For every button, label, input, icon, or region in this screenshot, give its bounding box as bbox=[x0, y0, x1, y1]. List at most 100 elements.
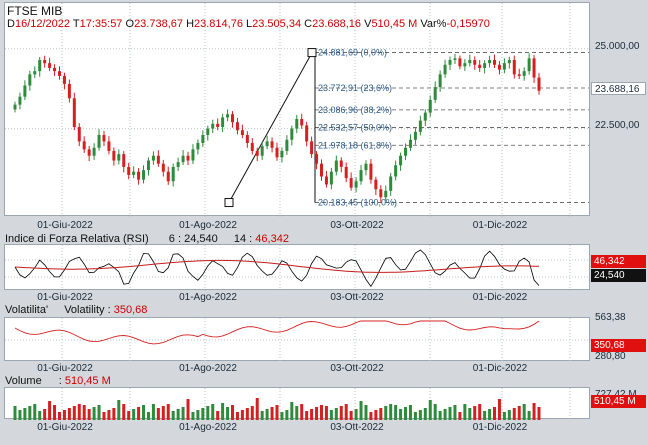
volume-bar-92 bbox=[468, 408, 472, 420]
volume-bar-100 bbox=[507, 410, 511, 420]
candle-body-76 bbox=[389, 176, 393, 191]
volume-bar-82 bbox=[418, 410, 422, 420]
volume-bar-12 bbox=[72, 406, 76, 420]
volume-bar-81 bbox=[413, 412, 417, 420]
volume-bar-9 bbox=[57, 412, 61, 420]
volume-bar-106 bbox=[537, 407, 541, 420]
volume-bar-61 bbox=[315, 407, 319, 420]
rsi-line bbox=[14, 249, 540, 288]
rsi-chart[interactable] bbox=[5, 245, 591, 291]
volume-bar-62 bbox=[319, 405, 323, 420]
open-label: O bbox=[125, 18, 135, 30]
candle-body-48 bbox=[250, 142, 254, 151]
candle-body-33 bbox=[176, 162, 180, 167]
volume-chart[interactable] bbox=[5, 388, 591, 420]
volume-bar-83 bbox=[423, 408, 427, 420]
volume-bar-31 bbox=[166, 404, 170, 420]
candle-body-40 bbox=[211, 123, 215, 129]
candle-body-5 bbox=[38, 59, 42, 72]
x-tick-vol-3: 01-Dic-2022 bbox=[472, 363, 528, 374]
volume-bar-51 bbox=[265, 409, 269, 420]
volume-bar-36 bbox=[191, 412, 195, 420]
volume-value: 510,45 M bbox=[371, 18, 418, 30]
volume-bar-10 bbox=[62, 410, 66, 420]
volume-bar-68 bbox=[349, 411, 353, 420]
candle-body-61 bbox=[315, 154, 319, 164]
volume-bar-99 bbox=[502, 412, 506, 420]
candle-body-80 bbox=[408, 139, 412, 148]
candle-body-69 bbox=[354, 181, 358, 188]
volume-bar-34 bbox=[181, 407, 185, 420]
rsi-avg-tag: 46,342 bbox=[591, 255, 646, 268]
volatility-y-top: 563,38 bbox=[595, 312, 626, 323]
price-y-tick-1: 22.500,00 bbox=[595, 120, 640, 131]
candle-body-63 bbox=[324, 176, 328, 185]
candle-body-31 bbox=[166, 171, 170, 182]
candle-body-42 bbox=[221, 117, 225, 128]
volume-bar-104 bbox=[527, 411, 531, 420]
candle-body-59 bbox=[305, 125, 309, 142]
candle-body-94 bbox=[478, 64, 482, 68]
volume-bar-5 bbox=[38, 411, 42, 420]
volatility-line bbox=[14, 320, 540, 345]
close-label: C bbox=[304, 18, 313, 30]
candle-body-72 bbox=[369, 163, 373, 180]
candle-body-58 bbox=[300, 119, 304, 126]
candle-body-21 bbox=[117, 154, 121, 161]
candle-body-71 bbox=[364, 163, 368, 171]
volume-panel[interactable] bbox=[4, 387, 591, 420]
volume-bar-75 bbox=[384, 406, 388, 420]
candle-body-12 bbox=[72, 98, 76, 128]
candle-body-87 bbox=[443, 64, 447, 75]
candle-body-57 bbox=[295, 119, 299, 129]
volume-bar-89 bbox=[453, 405, 457, 420]
volume-bar-30 bbox=[161, 406, 165, 420]
candle-body-104 bbox=[527, 58, 531, 72]
volume-bar-84 bbox=[428, 400, 432, 420]
volume-bar-24 bbox=[132, 409, 136, 420]
volume-title: Volume bbox=[5, 375, 42, 387]
volume-bar-1 bbox=[18, 410, 22, 420]
volume-bar-86 bbox=[438, 411, 442, 420]
price-panel[interactable]: 24.881,69 (0,0%) 23.772,91 (23,6%) 23.086,… bbox=[4, 2, 591, 217]
candle-body-103 bbox=[522, 71, 526, 76]
candle-body-0 bbox=[13, 104, 17, 110]
fib-trend-line bbox=[228, 52, 313, 203]
price-y-tick-0: 25.000,00 bbox=[595, 41, 640, 52]
volume-y-top: 727,42 M bbox=[595, 389, 637, 400]
candle-body-84 bbox=[428, 99, 432, 113]
volume-bar-33 bbox=[176, 409, 180, 420]
volume-bar-63 bbox=[324, 406, 328, 420]
volume-bar-58 bbox=[300, 404, 304, 420]
volume-header: Volume : 510,45 M bbox=[5, 375, 111, 387]
candle-body-55 bbox=[285, 139, 289, 151]
price-chart[interactable]: 24.881,69 (0,0%) 23.772,91 (23,6%) 23.086,… bbox=[5, 3, 591, 217]
x-tick-rsi-1: 01-Ago-2022 bbox=[179, 292, 237, 303]
volatility-panel[interactable] bbox=[4, 317, 591, 362]
fib-handle-high bbox=[307, 48, 317, 58]
volume-bar-53 bbox=[275, 405, 279, 420]
last-price-tag: 23.688,16 bbox=[591, 82, 646, 95]
candle-body-46 bbox=[240, 130, 244, 135]
candle-body-24 bbox=[132, 171, 136, 175]
volatility-chart[interactable] bbox=[5, 318, 591, 362]
candle-body-32 bbox=[171, 166, 175, 182]
candle-body-37 bbox=[196, 142, 200, 150]
rsi-title: Indice di Forza Relativa (RSI) bbox=[5, 233, 149, 245]
candle-body-100 bbox=[507, 59, 511, 64]
candle-body-49 bbox=[255, 150, 259, 156]
candle-body-64 bbox=[329, 171, 333, 185]
candle-body-66 bbox=[339, 160, 343, 167]
candle-body-90 bbox=[458, 58, 462, 67]
candle-body-3 bbox=[28, 74, 32, 86]
volume-bar-8 bbox=[53, 405, 57, 420]
volume-bar-93 bbox=[473, 406, 477, 420]
candle-body-36 bbox=[191, 149, 195, 161]
candle-body-7 bbox=[48, 63, 52, 68]
candle-body-74 bbox=[379, 189, 383, 198]
rsi-panel[interactable] bbox=[4, 244, 591, 291]
volume-bar-28 bbox=[151, 404, 155, 420]
volatility-header: Volatilita' Volatility : 350,68 bbox=[5, 304, 148, 316]
candle-body-14 bbox=[82, 141, 86, 150]
x-tick-price-1: 01-Ago-2022 bbox=[179, 220, 237, 231]
